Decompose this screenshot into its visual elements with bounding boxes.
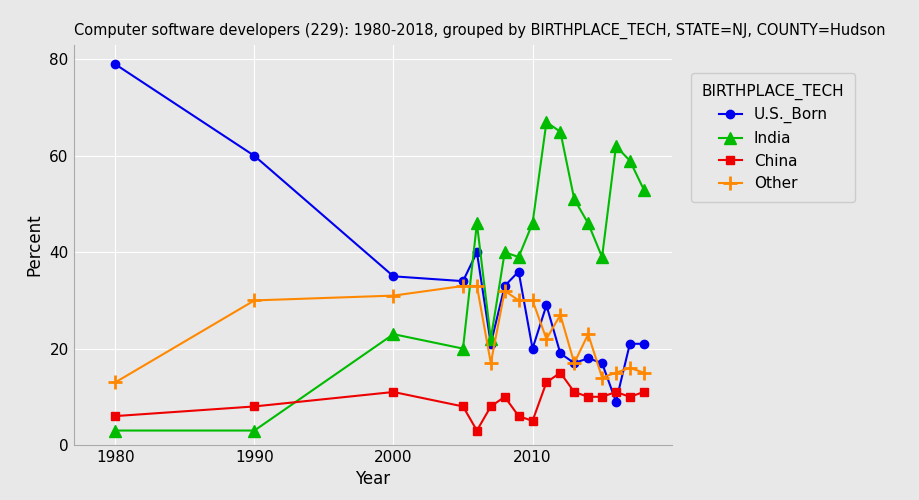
U.S._Born	[624, 341, 635, 347]
India	[249, 428, 260, 434]
Other	[554, 312, 565, 318]
Line: U.S._Born: U.S._Born	[111, 60, 647, 406]
Other	[596, 374, 607, 380]
China	[484, 404, 495, 409]
X-axis label: Year: Year	[355, 470, 390, 488]
China	[540, 380, 551, 386]
Legend: U.S._Born, India, China, Other: U.S._Born, India, China, Other	[690, 72, 855, 202]
U.S._Born	[568, 360, 579, 366]
China	[249, 404, 260, 409]
Other	[249, 298, 260, 304]
Other	[568, 360, 579, 366]
China	[527, 418, 538, 424]
U.S._Born	[109, 62, 120, 68]
China	[596, 394, 607, 400]
Other	[624, 365, 635, 371]
China	[582, 394, 593, 400]
India	[582, 220, 593, 226]
India	[624, 158, 635, 164]
India	[457, 346, 468, 352]
China	[554, 370, 565, 376]
India	[610, 143, 621, 149]
U.S._Born	[596, 360, 607, 366]
U.S._Born	[527, 346, 538, 352]
Line: Other: Other	[108, 279, 650, 390]
China	[610, 389, 621, 395]
U.S._Born	[513, 268, 524, 274]
Other	[109, 380, 120, 386]
China	[568, 389, 579, 395]
Y-axis label: Percent: Percent	[26, 214, 44, 276]
U.S._Born	[582, 356, 593, 362]
Line: India: India	[109, 116, 649, 436]
U.S._Born	[484, 341, 495, 347]
Other	[499, 288, 510, 294]
China	[388, 389, 399, 395]
Other	[388, 292, 399, 298]
U.S._Born	[554, 350, 565, 356]
U.S._Born	[638, 341, 649, 347]
China	[638, 389, 649, 395]
India	[540, 119, 551, 125]
Other	[513, 298, 524, 304]
India	[499, 249, 510, 255]
India	[471, 220, 482, 226]
Other	[540, 336, 551, 342]
Other	[471, 283, 482, 289]
China	[457, 404, 468, 409]
Text: Computer software developers (229): 1980-2018, grouped by BIRTHPLACE_TECH, STATE: Computer software developers (229): 1980…	[74, 24, 884, 40]
India	[513, 254, 524, 260]
U.S._Born	[540, 302, 551, 308]
Other	[457, 283, 468, 289]
China	[499, 394, 510, 400]
U.S._Born	[457, 278, 468, 284]
Other	[610, 370, 621, 376]
U.S._Born	[471, 249, 482, 255]
U.S._Born	[249, 153, 260, 159]
China	[513, 413, 524, 419]
Other	[638, 370, 649, 376]
India	[638, 186, 649, 192]
India	[596, 254, 607, 260]
U.S._Born	[610, 398, 621, 404]
Line: China: China	[111, 368, 647, 434]
India	[484, 336, 495, 342]
China	[471, 428, 482, 434]
U.S._Born	[499, 283, 510, 289]
India	[388, 331, 399, 337]
India	[568, 196, 579, 202]
China	[624, 394, 635, 400]
Other	[527, 298, 538, 304]
India	[527, 220, 538, 226]
Other	[484, 360, 495, 366]
India	[109, 428, 120, 434]
Other	[582, 331, 593, 337]
China	[109, 413, 120, 419]
India	[554, 128, 565, 134]
U.S._Born	[388, 274, 399, 280]
